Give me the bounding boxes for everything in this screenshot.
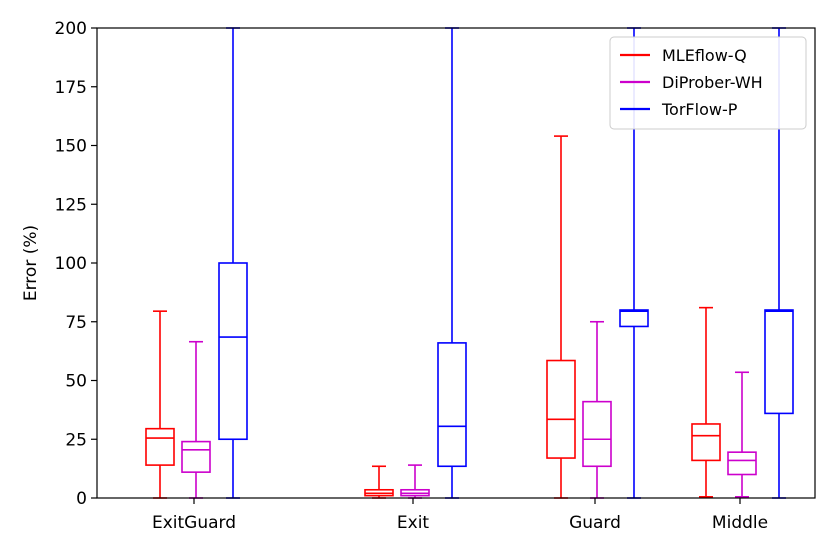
iqr-box [218, 262, 248, 441]
box-mleflow-q-middle [691, 306, 721, 498]
y-tick-label-150: 150 [55, 137, 87, 157]
y-tick-label-100: 100 [55, 254, 87, 274]
y-tick-label-0: 0 [76, 489, 87, 509]
box-mleflow-q-guard [546, 135, 576, 499]
y-tick-label-25: 25 [65, 430, 87, 450]
iqr-box [181, 440, 211, 473]
iqr-box [764, 309, 794, 415]
x-tick-label-guard: Guard [569, 513, 621, 533]
box-diprober-wh-guard [582, 320, 612, 499]
box-torflow-p-exitguard [218, 27, 248, 499]
box-mleflow-q-exit [364, 465, 394, 499]
x-tick-label-exitguard: ExitGuard [152, 513, 236, 533]
y-tick-label-125: 125 [55, 195, 87, 215]
iqr-box [691, 423, 721, 462]
iqr-box [582, 400, 612, 468]
iqr-box [727, 451, 757, 476]
legend-label-diprober-wh: DiProber-WH [662, 73, 763, 92]
box-mleflow-q-exitguard [145, 310, 175, 499]
box-torflow-p-exit [437, 27, 467, 499]
iqr-box [437, 342, 467, 468]
legend-label-mleflow-q: MLEflow-Q [662, 46, 747, 65]
box-diprober-wh-exitguard [181, 340, 211, 499]
iqr-box [145, 427, 175, 466]
data-layer [145, 27, 794, 499]
box-diprober-wh-exit [400, 464, 430, 499]
y-axis-label: Error (%) [21, 225, 41, 301]
legend-frame [609, 36, 807, 130]
x-tick-label-exit: Exit [397, 513, 430, 533]
x-tick-label-middle: Middle [712, 513, 768, 533]
box-diprober-wh-middle [727, 371, 757, 498]
y-tick-label-200: 200 [55, 19, 87, 39]
iqr-box [546, 359, 576, 459]
y-tick-label-75: 75 [65, 313, 87, 333]
y-tick-label-50: 50 [65, 372, 87, 392]
iqr-box [619, 309, 649, 328]
legend-label-torflow-p: TorFlow-P [661, 100, 738, 119]
legend: MLEflow-Q DiProber-WH TorFlow-P [609, 36, 807, 130]
y-tick-label-175: 175 [55, 78, 87, 98]
